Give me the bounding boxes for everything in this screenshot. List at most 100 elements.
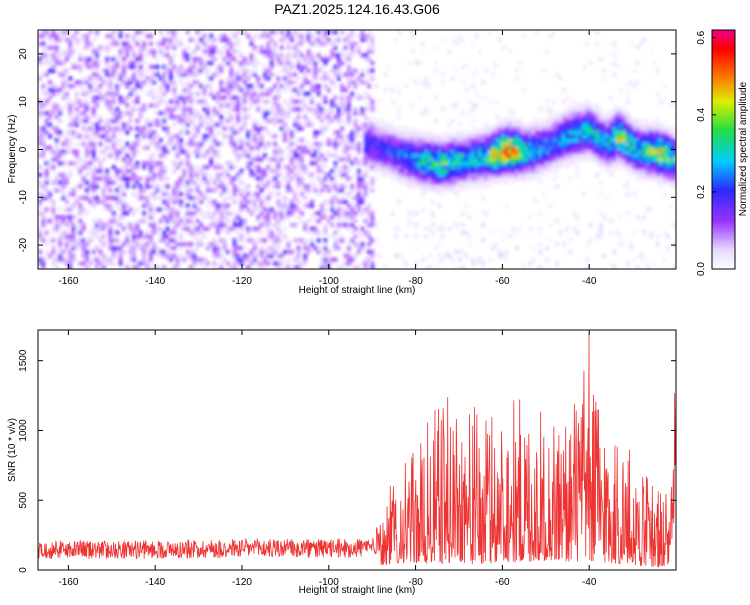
heatmap-cell <box>212 141 217 147</box>
heatmap-cell <box>481 153 486 158</box>
heatmap-cell <box>420 134 425 139</box>
heatmap-cell <box>592 153 597 158</box>
heatmap-cell <box>61 215 66 220</box>
heatmap-cell <box>464 184 469 189</box>
heatmap-cell <box>380 145 385 151</box>
heatmap-cell <box>296 126 301 131</box>
heatmap-cell <box>393 153 398 158</box>
heatmap-cell <box>410 33 415 39</box>
heatmap-cell <box>410 149 415 154</box>
heatmap-cell <box>38 134 42 139</box>
heatmap-cell <box>276 234 281 239</box>
heatmap-cell <box>212 149 217 154</box>
heatmap-cell <box>165 207 170 212</box>
heatmap-cell <box>105 118 110 124</box>
heatmap-cell <box>215 218 220 224</box>
heatmap-cell <box>618 134 623 139</box>
heatmap-cell <box>581 122 586 127</box>
heatmap-cell <box>41 99 46 104</box>
heatmap-cell <box>162 249 167 255</box>
heatmap-cell <box>367 33 372 39</box>
heatmap-cell <box>430 265 435 269</box>
heatmap-cell <box>400 168 405 174</box>
heatmap-cell <box>504 172 509 178</box>
heatmap-cell <box>615 103 620 108</box>
heatmap-cell <box>427 134 432 139</box>
heatmap-cell <box>451 188 455 193</box>
heatmap-cell <box>578 157 583 162</box>
heatmap-cell <box>454 41 459 47</box>
heatmap-cell <box>404 168 408 174</box>
heatmap-cell <box>538 265 543 269</box>
heatmap-cell <box>239 87 244 93</box>
heatmap-cell <box>152 95 157 100</box>
heatmap-cell <box>205 53 210 58</box>
heatmap-cell <box>88 107 93 112</box>
heatmap-cell <box>276 245 281 251</box>
heatmap-cell <box>464 134 469 139</box>
heatmap-cell <box>38 211 42 216</box>
heatmap-cell <box>74 114 79 120</box>
heatmap-cell <box>360 211 365 216</box>
heatmap-cell <box>296 184 301 189</box>
heatmap-cell <box>665 145 670 151</box>
heatmap-cell <box>461 249 466 255</box>
heatmap-cell <box>373 176 378 181</box>
heatmap-cell <box>279 257 284 262</box>
heatmap-cell <box>538 161 543 166</box>
heatmap-cell <box>316 83 321 89</box>
heatmap-cell <box>219 130 224 135</box>
heatmap-cell <box>269 110 274 116</box>
heatmap-cell <box>108 153 113 158</box>
heatmap-cell <box>41 215 46 220</box>
heatmap-cell <box>229 87 234 93</box>
heatmap-cell <box>108 176 113 181</box>
heatmap-cell <box>477 145 482 151</box>
heatmap-cell <box>279 157 284 162</box>
heatmap-cell <box>74 184 79 189</box>
heatmap-cell <box>390 211 395 216</box>
heatmap-cell <box>316 153 321 158</box>
heatmap-cell <box>246 130 251 135</box>
heatmap-cell <box>531 153 536 158</box>
heatmap-cell <box>98 168 103 174</box>
heatmap-cell <box>538 153 543 158</box>
heatmap-cell <box>541 126 546 131</box>
heatmap-cell <box>54 226 59 232</box>
heatmap-cell <box>175 153 180 158</box>
heatmap-cell <box>320 95 325 100</box>
heatmap-cell <box>320 33 325 39</box>
heatmap-cell <box>343 103 348 108</box>
heatmap-cell <box>538 249 543 255</box>
heatmap-cell <box>511 226 516 232</box>
heatmap-cell <box>152 64 157 70</box>
heatmap-cell <box>360 30 365 35</box>
heatmap-cell <box>565 145 570 151</box>
heatmap-cell <box>528 226 533 232</box>
heatmap-cell <box>340 30 345 35</box>
heatmap-cell <box>518 149 523 154</box>
heatmap-cell <box>91 168 96 174</box>
heatmap-cell <box>357 203 361 208</box>
heatmap-cell <box>471 72 476 77</box>
heatmap-cell <box>420 110 425 116</box>
heatmap-cell <box>410 164 415 170</box>
heatmap-cell <box>340 60 345 66</box>
heatmap-cell <box>115 230 120 235</box>
heatmap-cell <box>457 141 462 147</box>
heatmap-cell <box>598 118 603 124</box>
heatmap-cell <box>548 168 553 174</box>
heatmap-cell <box>622 118 627 124</box>
heatmap-cell <box>38 226 42 232</box>
heatmap-cell <box>437 176 442 181</box>
heatmap-cell <box>135 83 140 89</box>
heatmap-cell <box>585 107 590 112</box>
heatmap-cell <box>296 161 301 166</box>
heatmap-cell <box>518 141 523 147</box>
heatmap-cell <box>172 253 177 259</box>
heatmap-cell <box>454 222 459 228</box>
heatmap-cell <box>306 30 311 35</box>
heatmap-cell <box>326 37 331 43</box>
heatmap-cell <box>612 265 617 269</box>
heatmap-cell <box>511 141 516 147</box>
